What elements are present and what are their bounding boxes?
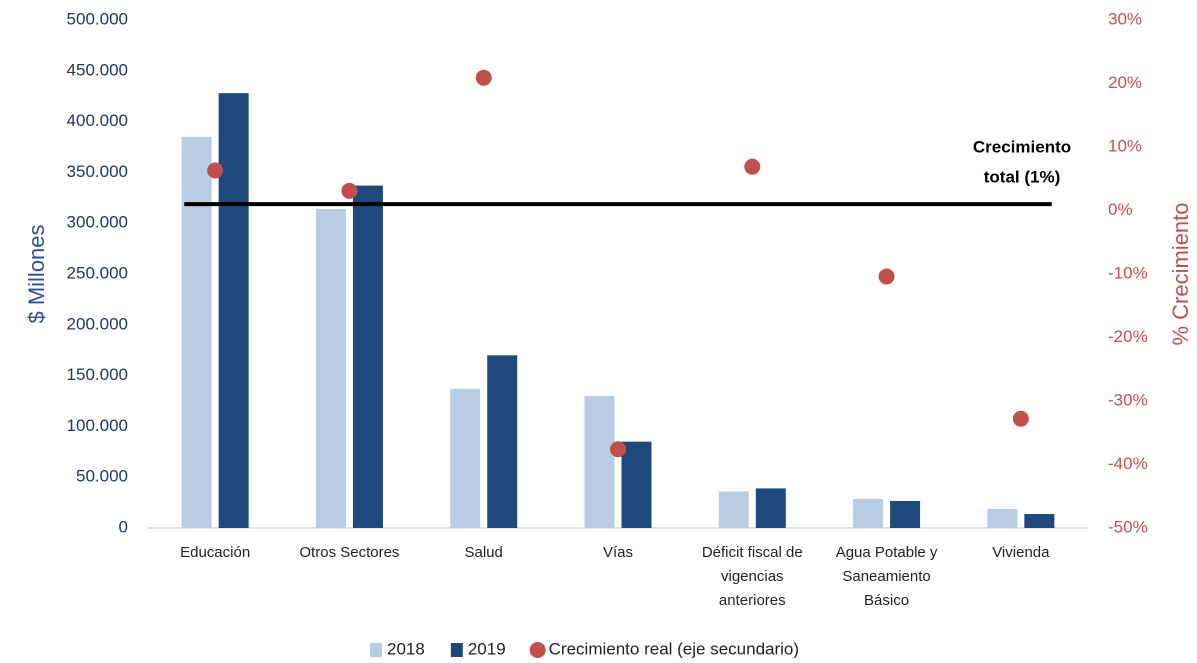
bar <box>450 388 481 528</box>
bar <box>987 509 1018 528</box>
growth-dot <box>878 268 895 285</box>
bar <box>315 208 346 528</box>
x-tick-label: Educación <box>180 544 250 561</box>
y-tick-label: 150.000 <box>67 365 128 384</box>
y-tick-label: 250.000 <box>67 263 128 282</box>
bar <box>718 491 749 528</box>
growth-dot <box>475 69 492 86</box>
legend-label: 2018 <box>387 639 425 658</box>
y2-tick-label: 20% <box>1108 73 1142 92</box>
growth-dot <box>610 441 626 458</box>
growth-dot <box>1012 410 1029 427</box>
x-tick-label: Otros Sectores <box>299 544 399 561</box>
x-tick-label: Agua Potable y Saneamiento Básico <box>836 544 938 609</box>
growth-dot <box>341 182 358 199</box>
bar <box>584 395 615 528</box>
x-tick-label: Vivienda <box>992 544 1050 561</box>
y-tick-label: 50.000 <box>76 467 128 486</box>
y-tick-label: 400.000 <box>67 111 128 130</box>
y2-tick-label: 10% <box>1108 136 1142 155</box>
y-tick-label: 350.000 <box>67 162 128 181</box>
bar <box>621 441 652 528</box>
reference-label: total (1%) <box>984 167 1061 186</box>
y-tick-label: 300.000 <box>67 213 128 232</box>
x-tick-label-line: Educación <box>180 544 250 561</box>
legend-swatch <box>450 643 463 657</box>
growth-dot <box>744 158 761 175</box>
y2-tick-label: -50% <box>1108 517 1148 536</box>
x-tick-label-line: Vivienda <box>992 544 1050 561</box>
bar <box>487 355 518 528</box>
x-tick-label-line: anteriores <box>719 592 786 609</box>
y-tick-label: 450.000 <box>67 60 128 79</box>
y-tick-label: 100.000 <box>67 416 128 435</box>
y-tick-label: 0 <box>119 517 128 536</box>
y-axis-label: $ Millones <box>24 224 49 323</box>
bar <box>853 499 884 528</box>
growth-dot <box>207 162 224 179</box>
x-tick-label: Salud <box>465 544 503 561</box>
x-tick-label: Déficit fiscal de vigencias anteriores <box>702 544 803 609</box>
x-tick-label-line: Déficit fiscal de <box>702 544 803 561</box>
y2-tick-label: -10% <box>1108 263 1148 282</box>
y-tick-label: 500.000 <box>67 9 128 28</box>
x-tick-label-line: Vías <box>603 544 633 561</box>
x-tick-label-line: Saneamiento <box>842 568 930 585</box>
bar <box>352 185 383 528</box>
x-tick-label-line: Salud <box>465 544 503 561</box>
y2-tick-label: -20% <box>1108 327 1148 346</box>
y2-tick-label: -30% <box>1108 390 1148 409</box>
x-tick-label: Vías <box>603 544 633 561</box>
x-tick-label-line: vigencias <box>721 568 784 585</box>
y2-tick-label: 0% <box>1108 200 1133 219</box>
legend-label: 2019 <box>468 639 506 658</box>
bar <box>755 488 786 528</box>
bar <box>890 500 921 528</box>
x-tick-label-line: Agua Potable y <box>836 544 938 561</box>
reference-label: Crecimiento <box>973 137 1071 156</box>
x-tick-label-line: Básico <box>864 592 909 609</box>
y2-tick-label: -40% <box>1108 454 1148 473</box>
x-tick-label-line: Otros Sectores <box>299 544 399 561</box>
bar <box>181 136 212 528</box>
legend-label: Crecimiento real (eje secundario) <box>549 639 799 658</box>
legend-swatch <box>370 643 382 657</box>
bar <box>1024 513 1055 528</box>
y-tick-label: 200.000 <box>67 314 128 333</box>
y2-axis-label: % Crecimiento <box>1168 202 1193 345</box>
legend-dot <box>529 642 546 658</box>
bar <box>218 93 249 528</box>
y2-tick-label: 30% <box>1108 9 1142 28</box>
